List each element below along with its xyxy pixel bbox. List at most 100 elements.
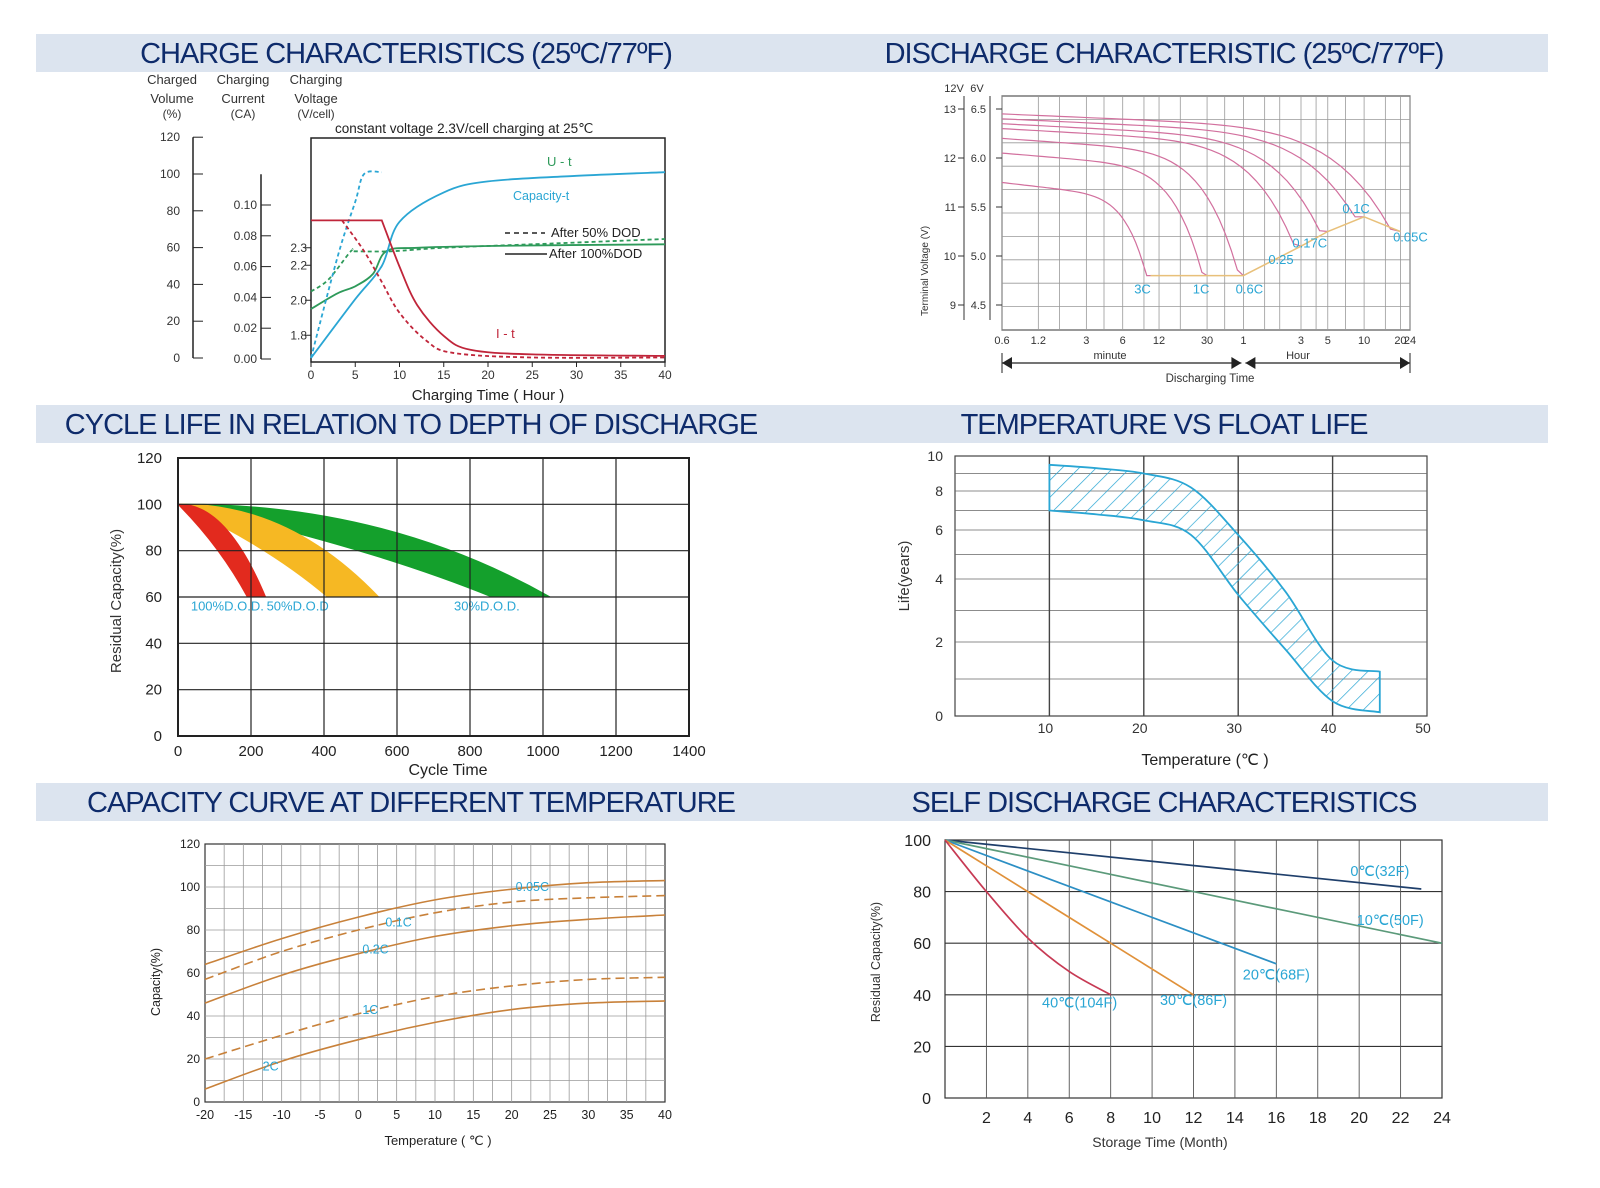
label-capacity-curve: Capacity-t: [513, 189, 570, 203]
float-x-tick-label: 40: [1321, 720, 1337, 736]
discharge-x-tick-label: 10: [1358, 335, 1370, 347]
cycle-y-tick-label: 20: [145, 682, 162, 699]
self-y-tick-label: 60: [913, 936, 931, 953]
cycle-chart: Residual Capacity(%) Cycle Time 100%D.O.…: [108, 450, 706, 779]
discharge-y6-label: 6.5: [971, 104, 986, 116]
unit-minute: minute: [1093, 350, 1126, 362]
volume-tick-label: 60: [167, 241, 181, 255]
capacity-x-tick-label: 10: [428, 1108, 442, 1122]
cycle-x-tick-label: 800: [457, 743, 482, 760]
header-voltage-line3: (V/cell): [297, 107, 334, 121]
current-tick-label: 0.04: [234, 290, 258, 304]
float-ylabel: Life(years): [896, 541, 913, 612]
self-y-tick-label: 20: [913, 1039, 931, 1056]
self-curve-label: 40℃(104F): [1042, 996, 1117, 1012]
capacity-curve-02C: [204, 914, 666, 1004]
capacity-x-tick-label: 40: [658, 1108, 672, 1122]
voltage-tick-label: 2.3: [290, 241, 307, 255]
charge-x-tick-label: 30: [570, 368, 584, 382]
header-band-top: [36, 34, 1548, 72]
capacity-chart: Capacity(%) Temperature ( ℃ ) -20 -15 -10 -…: [149, 837, 672, 1148]
current-tick-label: 0.00: [234, 352, 258, 366]
discharge-x-tick-label: 3: [1298, 335, 1304, 347]
self-curve-3: [944, 839, 1194, 996]
float-y-tick-label: 6: [935, 522, 943, 538]
cycle-y-tick-label: 100: [137, 496, 162, 513]
charge-x-tick-label: 20: [481, 368, 495, 382]
capacity-curve-label: 0.05C: [516, 880, 549, 894]
cycle-series-label: 100%D.O.D.: [191, 599, 264, 614]
header-12v: 12V: [944, 83, 964, 95]
self-curve-label: 30℃(86F): [1160, 993, 1227, 1009]
header-voltage-line2: Voltage: [294, 91, 337, 106]
cycle-y-tick-label: 80: [145, 543, 162, 560]
capacity-x-tick-label: -20: [196, 1108, 214, 1122]
capacity-y-tick-label: 0: [193, 1095, 200, 1109]
capacity-x-tick-label: -5: [314, 1108, 325, 1122]
self-x-tick-label: 24: [1433, 1110, 1451, 1127]
header-band-middle: [36, 405, 1548, 443]
float-plot-frame: [954, 455, 1428, 717]
cycle-title: CYCLE LIFE IN RELATION TO DEPTH OF DISCH…: [64, 409, 758, 441]
discharge-y12-label: 9: [950, 300, 956, 312]
header-band-bottom: [36, 783, 1548, 821]
capacity-x-tick-label: 0: [355, 1108, 362, 1122]
rate-label: 0.25: [1268, 252, 1293, 267]
self-curve-label: 0℃(32F): [1350, 864, 1409, 880]
voltage-tick-label: 1.8: [290, 328, 307, 342]
capacity-y-tick-label: 20: [187, 1052, 201, 1066]
discharge-y12-label: 11: [945, 202, 956, 214]
cycle-x-tick-label: 1200: [599, 743, 632, 760]
capacity-ylabel: Capacity(%): [149, 948, 163, 1016]
capacity-curve-label: 0.2C: [362, 943, 388, 957]
discharge-xlabel: Discharging Time: [1166, 373, 1255, 385]
legend-50-dod: After 50% DOD: [551, 225, 641, 240]
capacity-curve-01C: [204, 894, 666, 981]
volume-tick-label: 80: [167, 204, 181, 218]
capacity-curve-1C: [204, 976, 666, 1060]
header-volume-line3: (%): [163, 107, 182, 121]
header-current-line1: Charging: [217, 72, 270, 87]
capacity-title: CAPACITY CURVE AT DIFFERENT TEMPERATURE: [87, 787, 736, 819]
charge-chart: Charged Volume (%) Charging Current (CA)…: [147, 72, 672, 404]
discharge-y6-label: 5.0: [971, 251, 986, 263]
discharge-curve: [1001, 128, 1302, 247]
capacity-y-tick-label: 120: [180, 837, 200, 851]
voltage-tick-label: 2.2: [290, 258, 307, 272]
cycle-y-tick-label: 0: [154, 728, 162, 745]
charge-x-tick-label: 40: [658, 368, 672, 382]
self-x-tick-label: 6: [1065, 1110, 1074, 1127]
cycle-series-label: 30%D.O.D.: [454, 599, 520, 614]
charge-series-current-dashed: [341, 219, 666, 359]
end-voltage-line: [1150, 215, 1401, 277]
self-x-tick-label: 10: [1143, 1110, 1161, 1127]
header-voltage-line1: Charging: [290, 72, 343, 87]
capacity-y-tick-label: 60: [187, 966, 201, 980]
capacity-curve-2C: [204, 1000, 666, 1090]
discharge-y12-label: 13: [944, 104, 956, 116]
capacity-y-tick-label: 80: [187, 923, 201, 937]
label-current-curve: I - t: [496, 326, 515, 341]
float-y-tick-label: 10: [927, 448, 943, 464]
self-x-tick-label: 12: [1185, 1110, 1203, 1127]
discharge-x-tick-label: 12: [1153, 335, 1165, 347]
volume-tick-label: 100: [160, 167, 180, 181]
unit-hour: Hour: [1286, 350, 1310, 362]
voltage-tick-label: 2.0: [290, 293, 307, 307]
label-voltage-curve: U - t: [547, 154, 572, 169]
capacity-curve-label: 1C: [362, 1003, 378, 1017]
charge-x-tick-label: 35: [614, 368, 628, 382]
discharge-y6-label: 4.5: [971, 300, 986, 312]
header-current-line3: (CA): [231, 107, 256, 121]
capacity-x-tick-label: 35: [620, 1108, 634, 1122]
capacity-x-tick-label: 20: [505, 1108, 519, 1122]
cycle-xlabel: Cycle Time: [408, 762, 487, 779]
discharge-x-tick-label: 6: [1120, 335, 1126, 347]
float-y-tick-label: 2: [935, 634, 943, 650]
capacity-x-tick-label: -10: [273, 1108, 291, 1122]
charge-series-volume-dashed: [310, 170, 382, 359]
self-curve-label: 20℃(68F): [1243, 967, 1310, 983]
self-y-tick-label: 40: [913, 988, 931, 1005]
capacity-xlabel: Temperature ( ℃ ): [384, 1133, 491, 1148]
capacity-x-tick-label: 30: [581, 1108, 595, 1122]
